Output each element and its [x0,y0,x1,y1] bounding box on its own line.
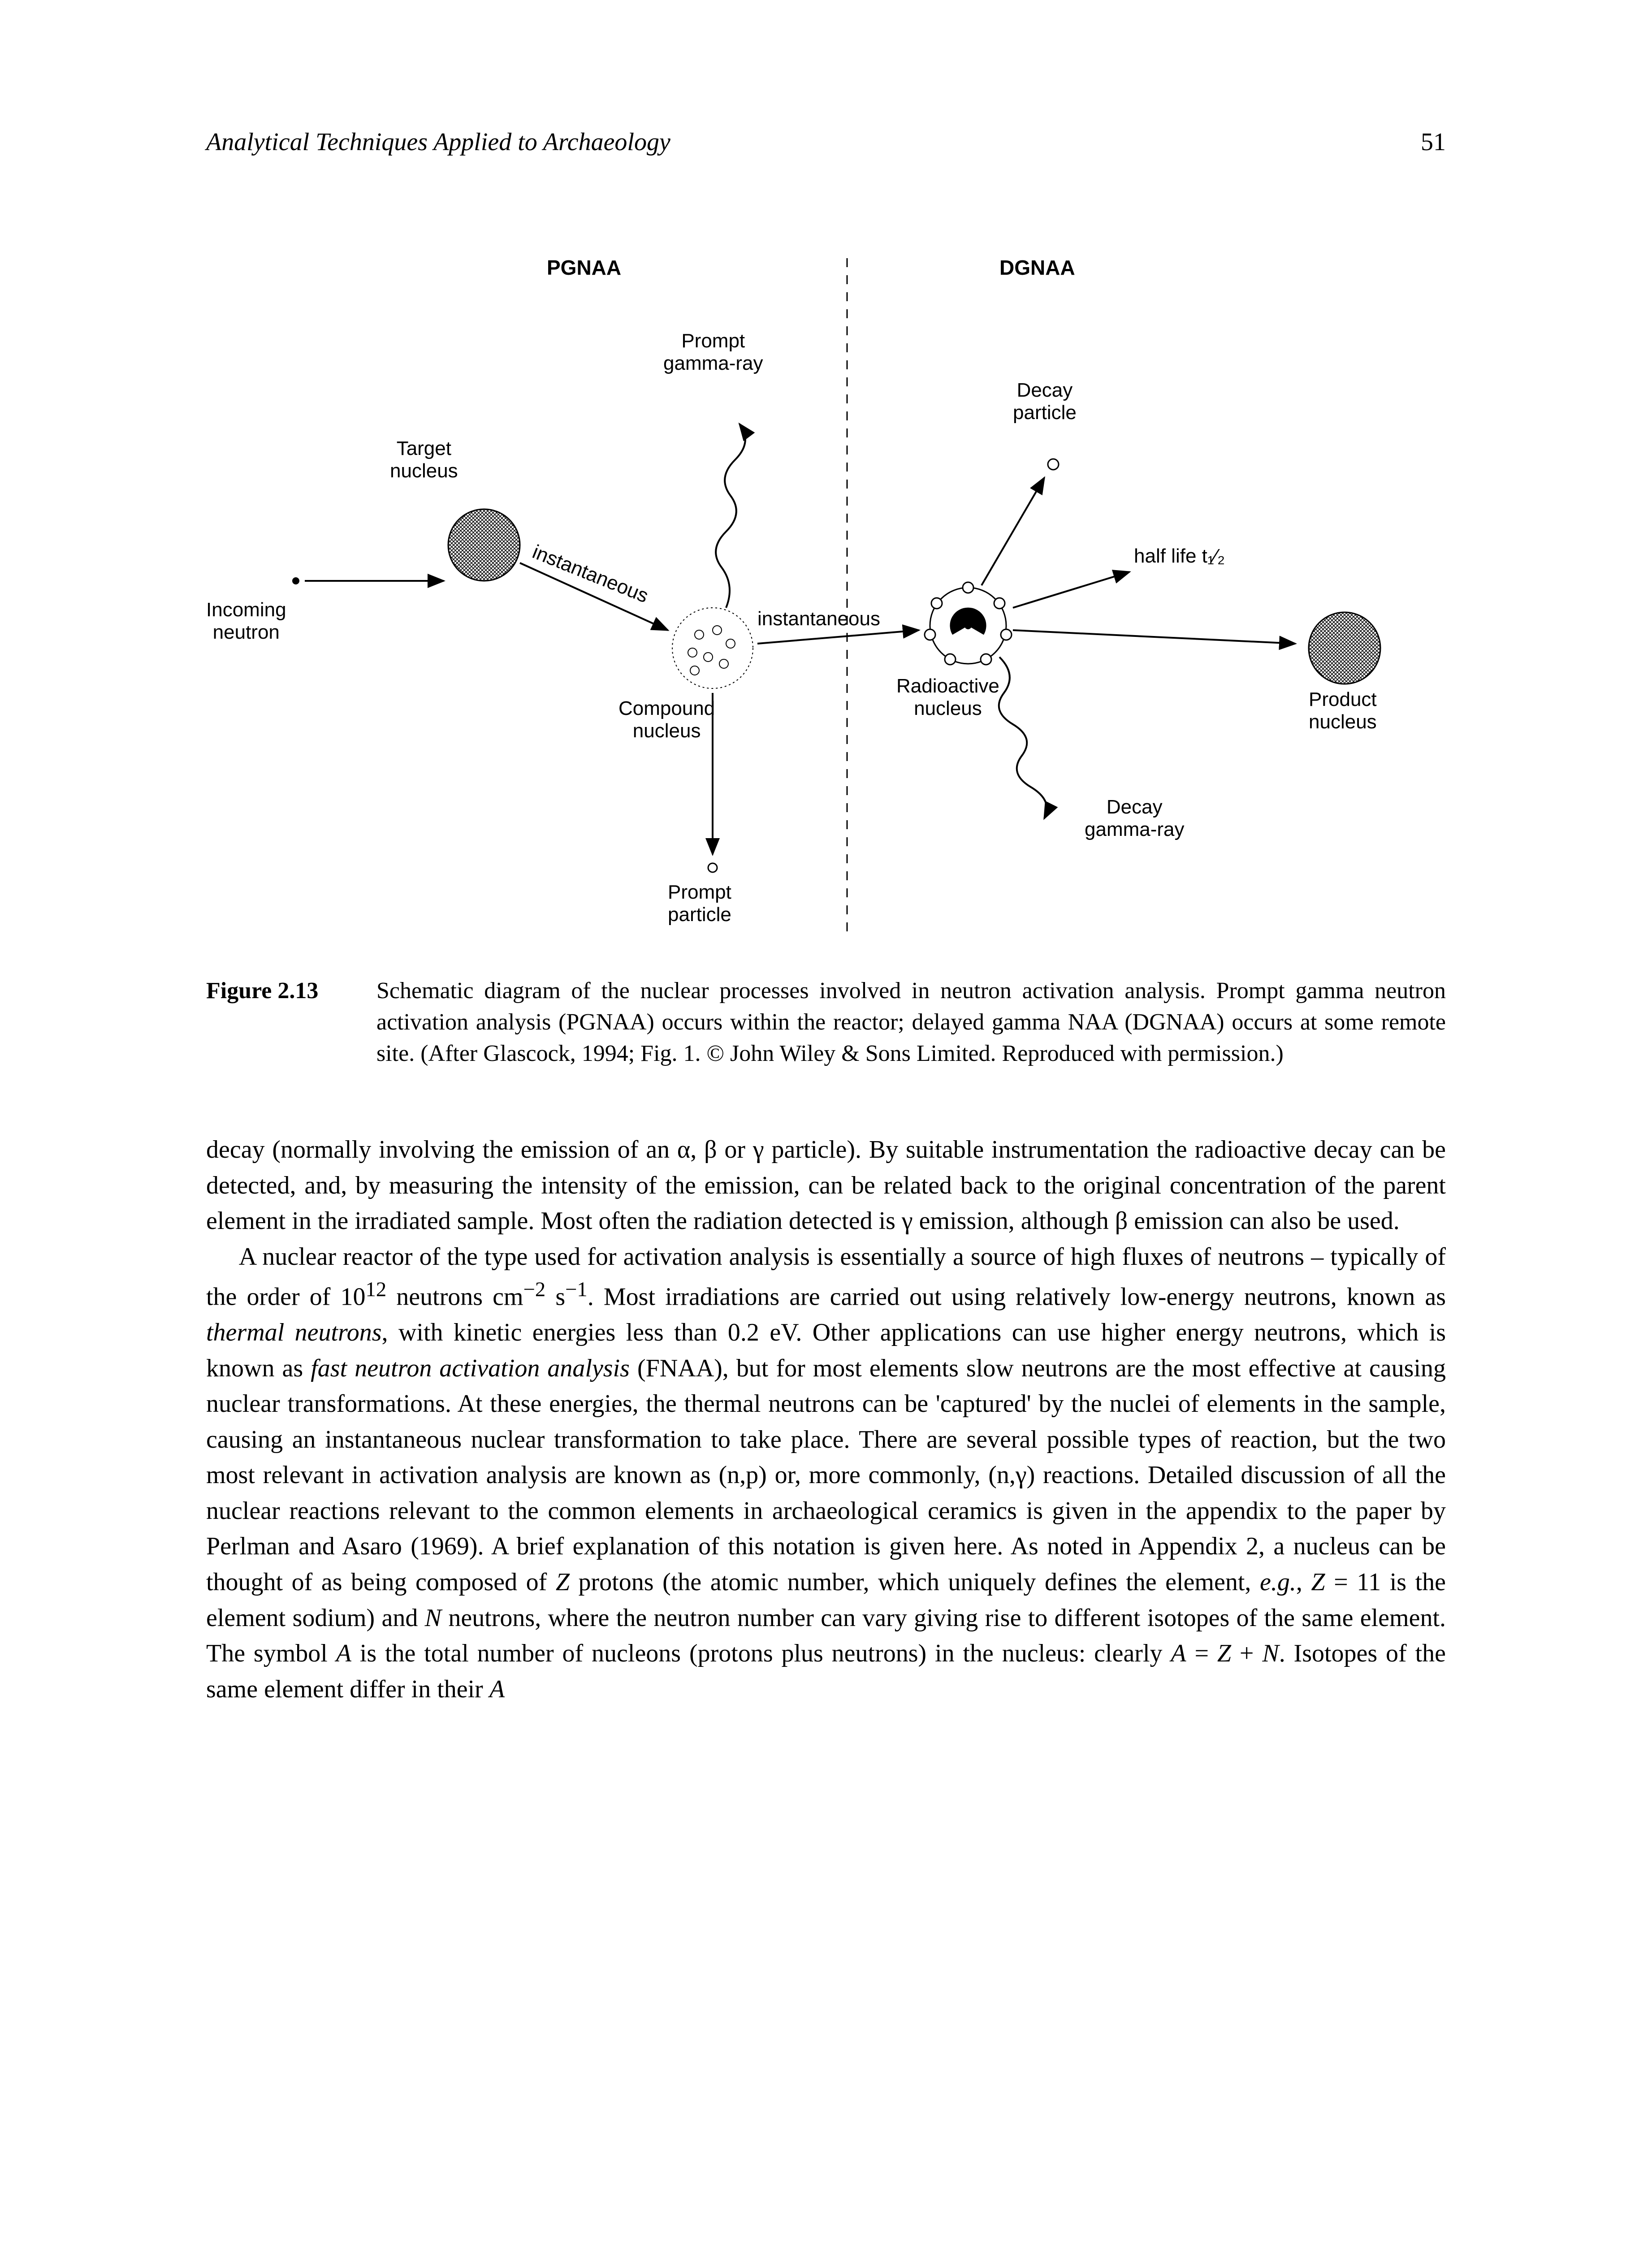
dgnaa-title: DGNAA [999,254,1075,281]
figure-caption-text: Schematic diagram of the nuclear process… [376,975,1446,1070]
paragraph-1: decay (normally involving the emission o… [206,1132,1446,1239]
paragraph-2: A nuclear reactor of the type used for a… [206,1239,1446,1707]
pgnaa-title: PGNAA [547,254,621,281]
compound-nucleus-label: Compoundnucleus [618,697,715,743]
prompt-gamma-label: Promptgamma-ray [663,330,763,375]
product-nucleus-label: Productnucleus [1309,688,1377,734]
naa-schematic-svg [206,240,1446,957]
decay-particle-label: Decayparticle [1013,379,1077,424]
figure-diagram: PGNAA DGNAA Targetnucleus Incomingneutro… [206,240,1446,957]
body-text: decay (normally involving the emission o… [206,1132,1446,1707]
target-nucleus-label: Targetnucleus [390,437,458,483]
decay-gamma-label: Decaygamma-ray [1085,796,1185,841]
instantaneous2-label: instantaneous [757,608,880,631]
figure-number: Figure 2.13 [206,975,376,1070]
half-life-label: half life t₁⁄₂ [1134,545,1225,568]
running-title: Analytical Techniques Applied to Archaeo… [206,125,670,160]
figure-caption: Figure 2.13 Schematic diagram of the nuc… [206,975,1446,1070]
prompt-particle-label: Promptparticle [668,881,731,926]
page-header: Analytical Techniques Applied to Archaeo… [206,125,1446,160]
incoming-neutron-label: Incomingneutron [206,599,286,644]
page-number: 51 [1421,125,1446,160]
radioactive-nucleus-label: Radioactivenucleus [896,675,999,720]
